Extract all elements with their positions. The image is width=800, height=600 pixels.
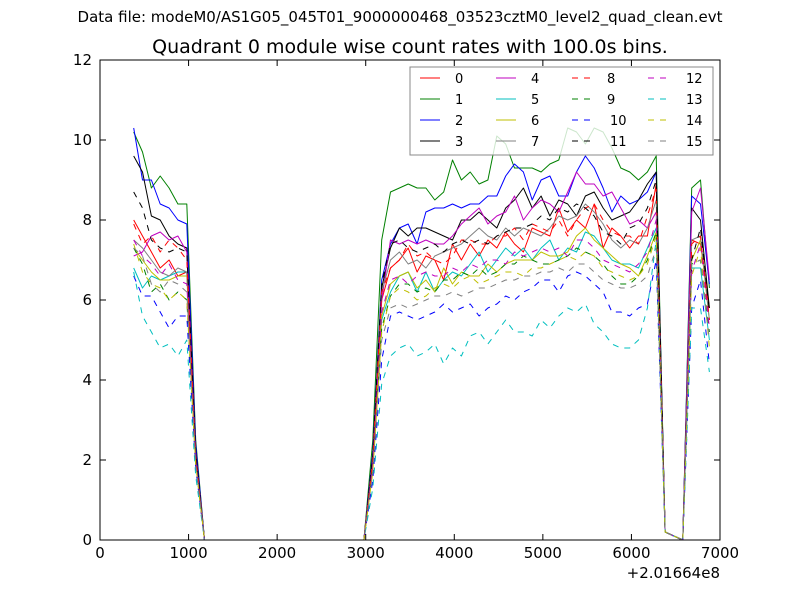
legend-label-13: 13 [686, 93, 703, 108]
series-line-11 [133, 179, 710, 541]
y-tick-label: 4 [82, 371, 92, 389]
series-line-13 [133, 239, 710, 541]
legend-label-2: 2 [455, 114, 463, 129]
x-tick-label: 0 [95, 544, 105, 562]
legend-label-7: 7 [531, 135, 539, 150]
legend-box [409, 66, 714, 156]
series-line-8 [133, 187, 710, 541]
legend-label-5: 5 [531, 93, 539, 108]
series-line-15 [133, 247, 710, 541]
chart-title: Quadrant 0 module wise count rates with … [152, 36, 668, 58]
y-tick-label: 12 [73, 51, 92, 69]
legend-label-0: 0 [455, 72, 463, 87]
legend-label-15: 15 [686, 135, 703, 150]
x-tick-label: 6000 [612, 544, 650, 562]
x-tick-label: 1000 [169, 544, 207, 562]
series-line-12 [133, 219, 710, 541]
series-line-2 [133, 127, 710, 541]
legend-label-14: 14 [686, 114, 703, 129]
series-line-9 [133, 231, 710, 541]
x-tick-label: 7000 [701, 544, 739, 562]
y-tick-label: 0 [82, 531, 92, 549]
series-line-1 [133, 127, 710, 541]
legend-label-6: 6 [531, 114, 539, 129]
series-line-5 [133, 227, 710, 541]
series-line-0 [133, 183, 710, 541]
axis-ticks: 0 1000 2000 3000 4000 5000 6000 7000024681012+2… [73, 51, 739, 582]
x-tick-label: 2000 [258, 544, 296, 562]
legend-label-1: 1 [455, 93, 463, 108]
x-tick-label: 5000 [524, 544, 562, 562]
legend-label-8: 8 [607, 72, 615, 87]
data-file-suptitle: Data file: modeM0/AS1G05_045T01_90000004… [77, 8, 723, 26]
y-tick-label: 2 [82, 451, 92, 469]
legend-label-9: 9 [607, 93, 615, 108]
legend-label-4: 4 [531, 72, 539, 87]
y-tick-label: 10 [73, 131, 92, 149]
series-lines [133, 127, 710, 541]
series-line-10 [133, 259, 710, 541]
legend-label-3: 3 [455, 135, 463, 150]
legend-label-11: 11 [610, 135, 627, 150]
legend-label-10: 10 [610, 114, 627, 129]
legend-label-12: 12 [686, 72, 703, 87]
series-line-3 [133, 155, 710, 541]
x-tick-label: 4000 [435, 544, 473, 562]
series-line-6 [133, 227, 710, 541]
y-tick-label: 6 [82, 291, 92, 309]
series-line-7 [133, 199, 710, 541]
x-offset-label: +2.01664e8 [627, 564, 720, 582]
y-tick-label: 8 [82, 211, 92, 229]
x-tick-label: 3000 [347, 544, 385, 562]
